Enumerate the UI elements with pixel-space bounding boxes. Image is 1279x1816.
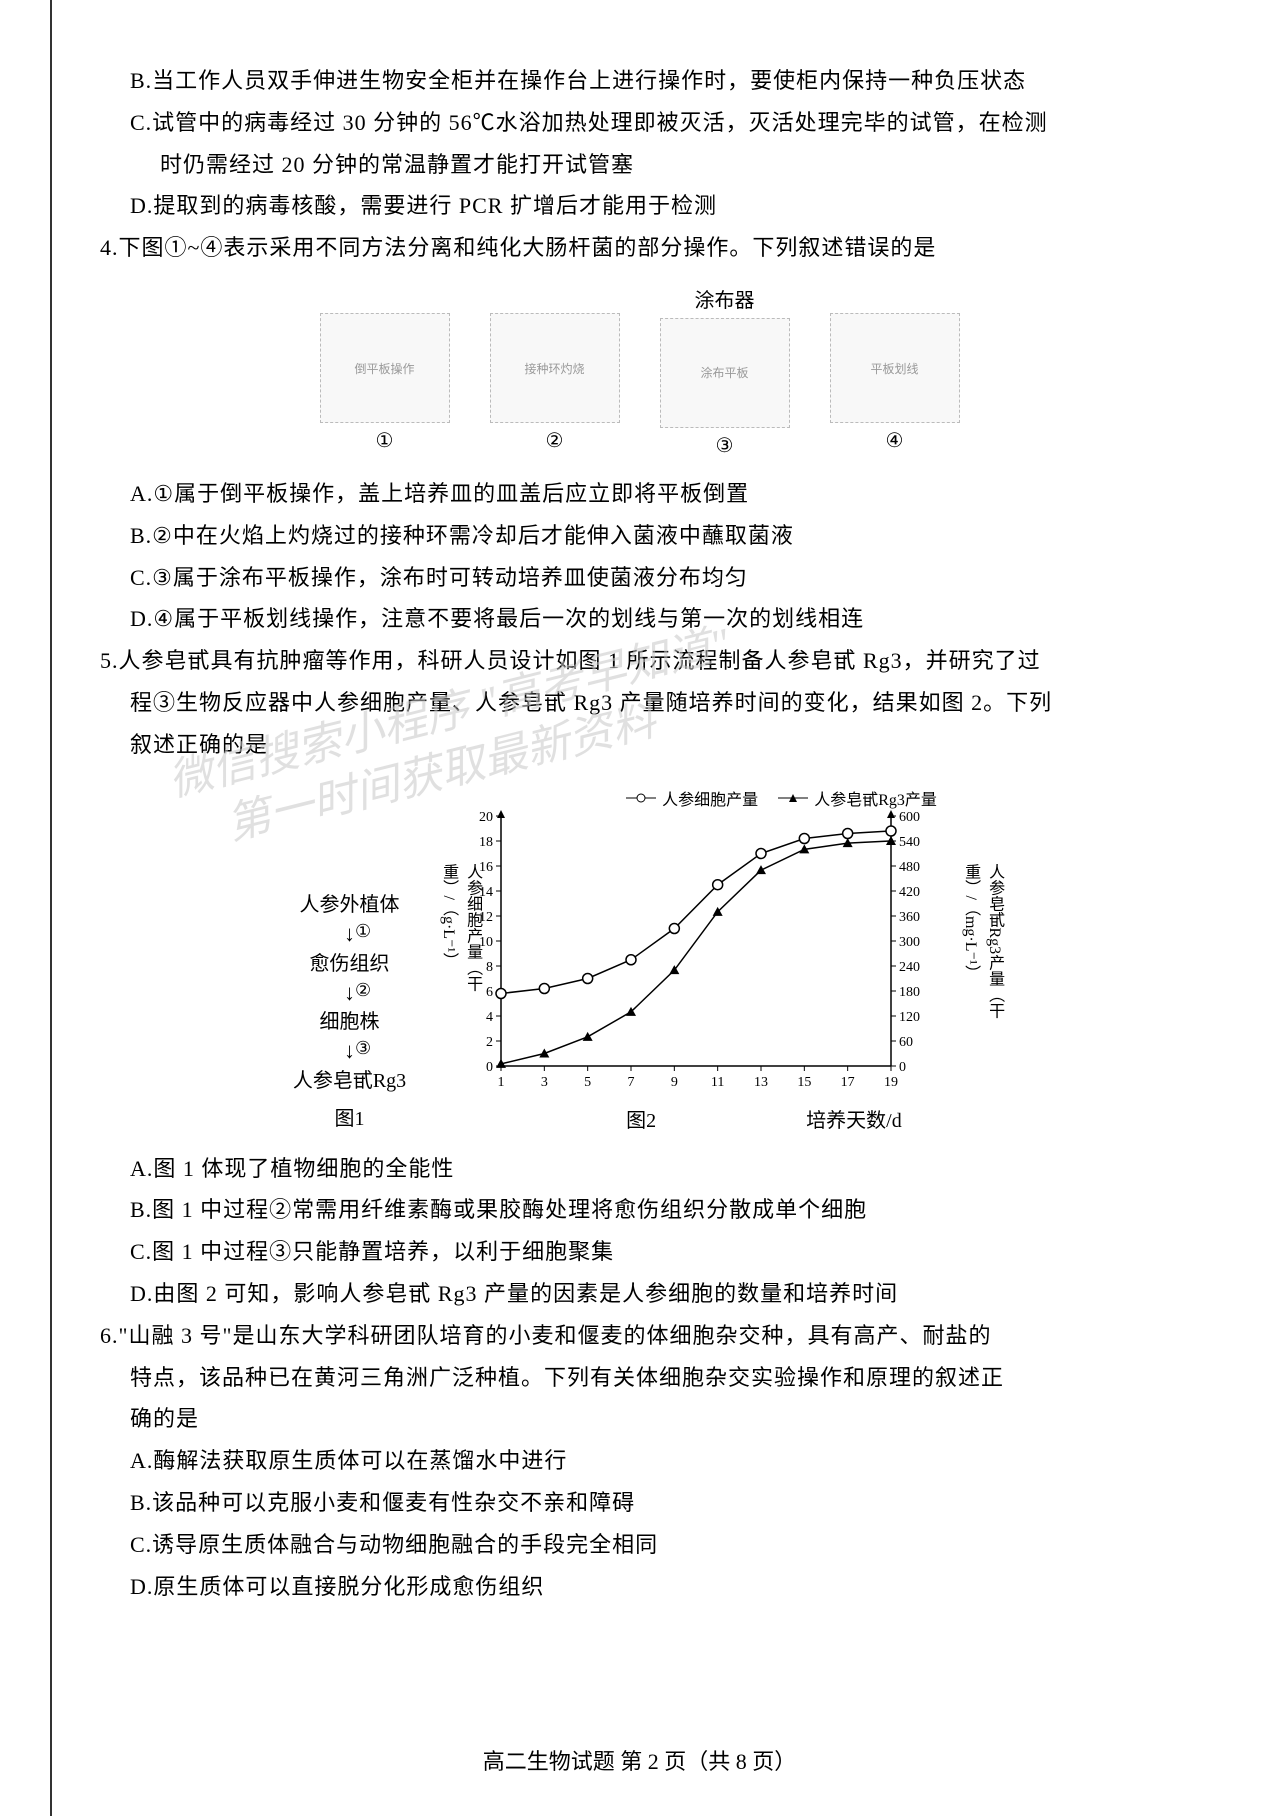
svg-text:20: 20 [479,810,493,825]
flow-arrow-label-2: ③ [355,1038,371,1060]
q4-fig-4: 平板划线 ④ [830,288,960,453]
q4-fig-4-label: ④ [886,428,904,453]
svg-text:480: 480 [899,860,920,875]
page-left-border [50,0,52,1816]
svg-text:60: 60 [899,1035,913,1050]
q4-option-d: D.④属于平板划线操作，注意不要将最后一次的划线与第一次的划线相连 [100,598,1179,640]
q3-option-d: D.提取到的病毒核酸，需要进行 PCR 扩增后才能用于检测 [100,185,1179,227]
q4-fig-2-img: 接种环灼烧 [490,313,620,423]
q4-fig-3-label: ③ [716,433,734,458]
svg-text:4: 4 [486,1010,493,1025]
svg-text:0: 0 [899,1060,906,1075]
q3-option-b: B.当工作人员双手伸进生物安全柜并在操作台上进行操作时，要使柜内保持一种负压状态 [100,60,1179,102]
svg-text:9: 9 [671,1075,678,1090]
flow-node-2: 细胞株 [320,1008,380,1036]
q6-option-b: B.该品种可以克服小麦和偃麦有性杂交不亲和障碍 [100,1482,1179,1524]
q4-figure-row: 倒平板操作 ① 接种环灼烧 ② 涂布器 涂布平板 ③ 平板划线 ④ [100,284,1179,458]
q4-fig-1: 倒平板操作 ① [320,288,450,453]
q5-stem-1: 5.人参皂甙具有抗肿瘤等作用，科研人员设计如图 1 所示流程制备人参皂甙 Rg3… [100,640,1179,682]
svg-text:420: 420 [899,885,920,900]
svg-text:17: 17 [841,1075,855,1090]
svg-text:1: 1 [498,1075,505,1090]
q6-option-d: D.原生质体可以直接脱分化形成愈伤组织 [100,1566,1179,1608]
q5-option-b: B.图 1 中过程②常需用纤维素酶或果胶酶处理将愈伤组织分散成单个细胞 [100,1189,1179,1231]
legend-item-1: 人参细胞产量 [626,786,758,810]
q5-stem-3: 叙述正确的是 [100,724,1179,766]
q5-option-a: A.图 1 体现了植物细胞的全能性 [100,1148,1179,1190]
flow-arrow-label-0: ① [355,921,371,943]
q3-option-c-line2: 时仍需经过 20 分钟的常温静置才能打开试管塞 [100,144,1179,186]
svg-text:540: 540 [899,835,920,850]
legend-item-2: 人参皂甙Rg3产量 [778,786,937,810]
q6-option-a: A.酶解法获取原生质体可以在蒸馏水中进行 [100,1440,1179,1482]
q4-fig-3: 涂布器 涂布平板 ③ [660,284,790,458]
q4-fig-2-label: ② [546,428,564,453]
svg-text:300: 300 [899,935,920,950]
q4-fig-3-img: 涂布平板 [660,318,790,428]
q4-fig-2: 接种环灼烧 ② [490,288,620,453]
q6-stem-1: 6."山融 3 号"是山东大学科研团队培育的小麦和偃麦的体细胞杂交种，具有高产、… [100,1315,1179,1357]
y1-axis-label: 人参细胞产量（干重）/（g·L⁻¹） [436,863,484,1018]
svg-text:120: 120 [899,1010,920,1025]
q4-option-c: C.③属于涂布平板操作，涂布时可转动培养皿使菌液分布均匀 [100,557,1179,599]
flow-node-0: 人参外植体 [300,891,400,919]
legend-label-1: 人参细胞产量 [662,786,758,810]
page-footer: 高二生物试题 第 2 页（共 8 页） [0,1744,1279,1776]
svg-text:3: 3 [541,1075,548,1090]
chart-caption: 图2 [626,1104,656,1133]
svg-text:11: 11 [711,1075,724,1090]
q5-chart-wrap: 人参细胞产量 人参皂甙Rg3产量 13579111315171902468101… [446,786,986,1096]
q4-fig-4-img: 平板划线 [830,313,960,423]
y2-axis-label: 人参皂甙Rg3产量（干重）/（mg·L⁻¹） [958,863,1006,1018]
q5-chart-svg: 1357911131517190246810121416182006012018… [446,786,986,1096]
q5-stem-2: 程③生物反应器中人参细胞产量、人参皂甙 Rg3 产量随培养时间的变化，结果如图 … [100,682,1179,724]
q5-figures-row: 微信搜索小程序 "高考早知道" 第一时间获取最新资料 人参外植体 ↓① 愈伤组织… [100,786,1179,1133]
q5-option-c: C.图 1 中过程③只能静置培养，以利于细胞聚集 [100,1231,1179,1273]
q6-stem-3: 确的是 [100,1398,1179,1440]
q4-fig-1-label: ① [376,428,394,453]
flowchart-caption: 图1 [335,1105,365,1133]
svg-text:7: 7 [628,1075,635,1090]
flow-arrow-1: ↓② [344,980,355,1006]
svg-text:0: 0 [486,1060,493,1075]
svg-text:19: 19 [884,1075,898,1090]
q4-option-b: B.②中在火焰上灼烧过的接种环需冷却后才能伸入菌液中蘸取菌液 [100,515,1179,557]
q4-stem: 4.下图①~④表示采用不同方法分离和纯化大肠杆菌的部分操作。下列叙述错误的是 [100,227,1179,269]
svg-text:13: 13 [754,1075,768,1090]
svg-text:15: 15 [798,1075,812,1090]
q5-option-d: D.由图 2 可知，影响人参皂甙 Rg3 产量的因素是人参细胞的数量和培养时间 [100,1273,1179,1315]
svg-text:360: 360 [899,910,920,925]
chart-legend: 人参细胞产量 人参皂甙Rg3产量 [626,786,937,810]
svg-text:5: 5 [584,1075,591,1090]
chart-caption-row: 图2 培养天数/d [446,1104,986,1133]
q4-tool-label: 涂布器 [695,284,755,313]
q6-option-c: C.诱导原生质体融合与动物细胞融合的手段完全相同 [100,1524,1179,1566]
q5-flowchart: 人参外植体 ↓① 愈伤组织 ↓② 细胞株 ↓③ 人参皂甙Rg3 图1 [293,891,406,1132]
svg-text:8: 8 [486,960,493,975]
flow-node-3: 人参皂甙Rg3 [293,1067,406,1095]
q4-option-a: A.①属于倒平板操作，盖上培养皿的皿盖后应立即将平板倒置 [100,473,1179,515]
flow-arrow-2: ↓③ [344,1038,355,1064]
svg-text:180: 180 [899,985,920,1000]
svg-text:18: 18 [479,835,493,850]
flow-arrow-label-1: ② [355,980,371,1002]
x-axis-label: 培养天数/d [806,1104,902,1133]
svg-text:6: 6 [486,985,493,1000]
legend-label-2: 人参皂甙Rg3产量 [814,786,937,810]
svg-text:600: 600 [899,810,920,825]
flow-arrow-0: ↓① [344,921,355,947]
q5-chart-container: 人参细胞产量 人参皂甙Rg3产量 13579111315171902468101… [446,786,986,1133]
q4-fig-1-img: 倒平板操作 [320,313,450,423]
svg-text:240: 240 [899,960,920,975]
svg-text:2: 2 [486,1035,493,1050]
q3-option-c-line1: C.试管中的病毒经过 30 分钟的 56℃水浴加热处理即被灭活，灭活处理完毕的试… [100,102,1179,144]
flow-node-1: 愈伤组织 [310,950,390,978]
q6-stem-2: 特点，该品种已在黄河三角洲广泛种植。下列有关体细胞杂交实验操作和原理的叙述正 [100,1357,1179,1399]
